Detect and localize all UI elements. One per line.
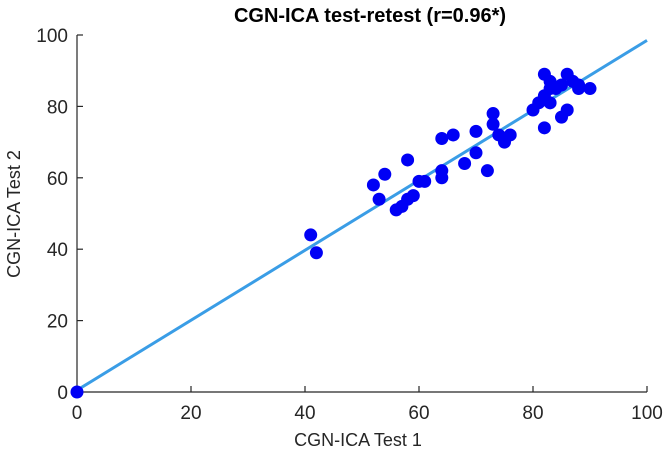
data-point <box>537 121 551 135</box>
data-point <box>378 167 392 181</box>
data-point <box>418 174 432 188</box>
data-point <box>406 189 420 203</box>
x-tick-label: 40 <box>294 403 315 424</box>
data-point <box>560 103 574 117</box>
y-tick-label: 20 <box>47 312 68 333</box>
y-tick-label: 100 <box>36 26 68 47</box>
x-axis-label: CGN-ICA Test 1 <box>294 430 422 450</box>
data-point <box>486 107 500 121</box>
axes: 0 20 40 60 80 100 0 20 40 60 80 100 <box>36 26 663 424</box>
data-point <box>458 157 472 171</box>
data-point <box>372 192 386 206</box>
data-point <box>435 132 449 146</box>
y-tick-label: 60 <box>47 169 68 190</box>
chart-title: CGN-ICA test-retest (r=0.96*) <box>234 5 506 27</box>
x-tick-label: 20 <box>180 403 201 424</box>
y-tick-label: 0 <box>57 383 68 404</box>
fit-line-layer <box>76 39 648 392</box>
data-point <box>366 178 380 192</box>
x-tick-label: 60 <box>408 403 429 424</box>
data-point <box>503 128 517 142</box>
data-point <box>555 78 568 92</box>
data-point <box>480 164 494 178</box>
data-points <box>70 67 597 399</box>
data-point <box>401 153 415 167</box>
data-point <box>304 228 318 242</box>
fit-line <box>76 39 648 392</box>
data-point <box>469 146 483 160</box>
x-tick-label: 100 <box>631 403 663 424</box>
y-axis-label: CGN-ICA Test 2 <box>4 150 24 278</box>
data-point <box>572 82 586 96</box>
data-point <box>70 385 84 399</box>
data-point <box>543 96 557 110</box>
data-point <box>435 164 449 178</box>
data-point <box>486 117 500 131</box>
y-tick-label: 40 <box>47 240 68 261</box>
data-point <box>469 124 483 138</box>
x-tick-label: 80 <box>522 403 543 424</box>
data-point <box>309 246 323 260</box>
x-tick-label: 0 <box>72 403 83 424</box>
data-point <box>583 82 597 96</box>
y-tick-label: 80 <box>47 97 68 118</box>
data-point <box>446 128 460 142</box>
